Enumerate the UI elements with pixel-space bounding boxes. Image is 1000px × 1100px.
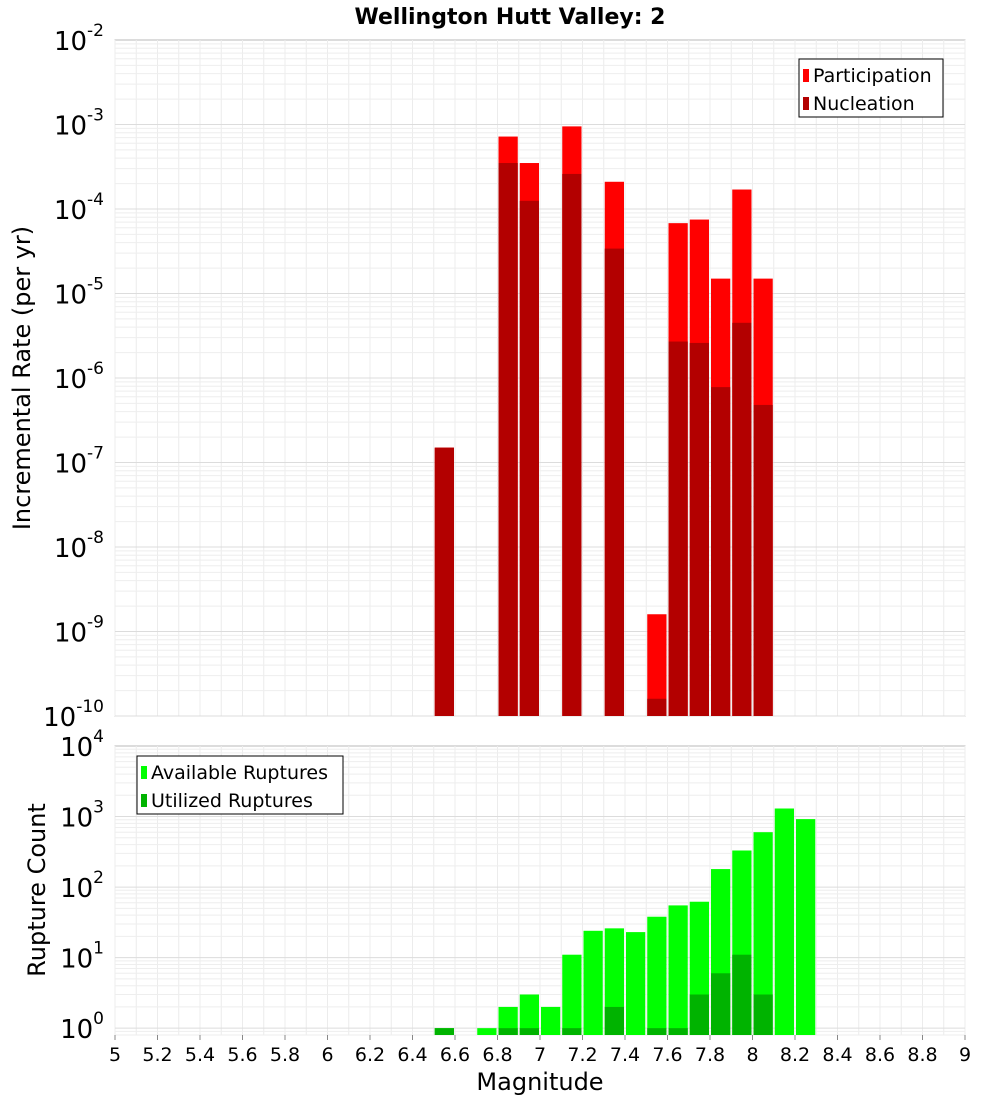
legend-swatch <box>803 69 809 82</box>
legend-label: Available Ruptures <box>151 762 328 784</box>
count-bar-b <box>753 994 773 1035</box>
rate-bar-b <box>689 342 709 716</box>
count-bar-b <box>562 1028 582 1035</box>
x-tick-label: 8.4 <box>822 1044 852 1066</box>
count-bar-a <box>753 832 773 1035</box>
count-bars <box>434 808 816 1035</box>
x-tick-label: 9 <box>959 1044 971 1066</box>
y-tick-label: 10-3 <box>54 106 104 142</box>
rate-legend: Participation Nucleation <box>798 58 944 118</box>
count-bar-a <box>519 994 539 1035</box>
rate-bar-b <box>647 698 667 716</box>
legend-label: Nucleation <box>813 93 915 115</box>
x-axis-label: Magnitude <box>476 1068 603 1096</box>
count-bar-b <box>668 1028 688 1035</box>
count-bar-b <box>604 1006 624 1035</box>
chart-title: Wellington Hutt Valley: 2 <box>355 5 666 30</box>
count-bar-a <box>562 954 582 1035</box>
x-tick-label: 5 <box>109 1044 121 1066</box>
y-tick-label: 10-7 <box>54 444 104 480</box>
count-bar-b <box>732 954 752 1035</box>
rate-bar-b <box>519 200 539 717</box>
y-tick-label: 10-10 <box>43 697 104 733</box>
y-tick-label: 104 <box>60 727 104 763</box>
count-bar-b <box>519 1028 539 1035</box>
x-tick-label: 5.2 <box>142 1044 172 1066</box>
legend-swatch <box>141 794 147 807</box>
count-legend: Available Ruptures Utilized Ruptures <box>136 755 344 815</box>
rate-bar-b <box>711 387 731 716</box>
count-bar-a <box>647 916 667 1035</box>
count-bar-a <box>498 1006 518 1035</box>
x-tick-label: 5.8 <box>270 1044 300 1066</box>
count-bar-a <box>583 930 603 1035</box>
x-tick-label: 7.4 <box>610 1044 640 1066</box>
y-tick-label: 10-9 <box>54 613 104 649</box>
rate-bar-b <box>562 173 582 716</box>
legend-label: Participation <box>813 65 932 87</box>
y-tick-label: 103 <box>60 798 104 834</box>
count-bar-b <box>711 973 731 1035</box>
legend-label: Utilized Ruptures <box>151 790 313 812</box>
count-bar-a <box>774 808 794 1035</box>
count-y-axis-label: Rupture Count <box>23 803 51 977</box>
legend-box <box>136 755 344 815</box>
x-tick-label: 7.8 <box>695 1044 725 1066</box>
x-tick-label: 7.2 <box>567 1044 597 1066</box>
legend-swatch <box>141 766 147 779</box>
y-tick-label: 10-4 <box>54 190 104 226</box>
x-tick-label: 6.4 <box>397 1044 427 1066</box>
rate-bar-b <box>668 341 688 716</box>
count-bar-a <box>796 819 816 1035</box>
x-tick-label: 6.2 <box>355 1044 385 1066</box>
x-tick-label: 7.6 <box>652 1044 682 1066</box>
y-tick-label: 10-6 <box>54 359 104 395</box>
x-tick-label: 6.8 <box>482 1044 512 1066</box>
count-y-ticks: 100 101 102 103 104 <box>60 727 104 1045</box>
y-tick-label: 101 <box>60 939 104 975</box>
legend-swatch <box>803 97 809 110</box>
x-axis-ticks: 5 5.2 5.4 5.6 5.8 6 6.2 6.4 6.6 6.8 7 7.2 7.4 7.6 7.8 8… <box>109 1035 971 1066</box>
x-tick-label: 8 <box>746 1044 758 1066</box>
rate-bars <box>434 126 773 717</box>
x-tick-label: 5.4 <box>185 1044 215 1066</box>
y-tick-label: 10-8 <box>54 528 104 564</box>
x-tick-label: 8.2 <box>780 1044 810 1066</box>
count-bar-b <box>689 994 709 1035</box>
x-tick-label: 8.6 <box>865 1044 895 1066</box>
rate-bar-b <box>604 248 624 716</box>
count-bar-a <box>541 1006 561 1035</box>
x-tick-label: 8.8 <box>907 1044 937 1066</box>
count-bar-b <box>498 1028 518 1035</box>
x-tick-label: 7 <box>534 1044 546 1066</box>
rate-bar-b <box>434 447 454 716</box>
y-tick-label: 100 <box>60 1009 104 1045</box>
x-tick-label: 5.6 <box>227 1044 257 1066</box>
y-tick-label: 10-2 <box>54 21 104 57</box>
x-tick-label: 6 <box>321 1044 333 1066</box>
x-tick-label: 6.6 <box>440 1044 470 1066</box>
rate-bar-b <box>732 322 752 716</box>
rate-bar-a <box>647 614 667 716</box>
y-tick-label: 102 <box>60 868 104 904</box>
rate-bar-b <box>753 404 773 716</box>
y-tick-label: 10-5 <box>54 275 104 311</box>
rate-bar-b <box>498 163 518 716</box>
count-bar-a <box>668 905 688 1035</box>
count-bar-b <box>434 1028 454 1035</box>
count-bar-b <box>647 1028 667 1035</box>
count-bar-a <box>626 932 646 1035</box>
legend-box <box>798 58 944 118</box>
count-bar-a <box>477 1028 497 1035</box>
rate-y-ticks: 10-10 10-9 10-8 10-7 10-6 10-5 10-4 10-3 10-2 <box>43 21 104 733</box>
rate-y-axis-label: Incremental Rate (per yr) <box>8 226 36 530</box>
rate-grid <box>114 40 966 717</box>
